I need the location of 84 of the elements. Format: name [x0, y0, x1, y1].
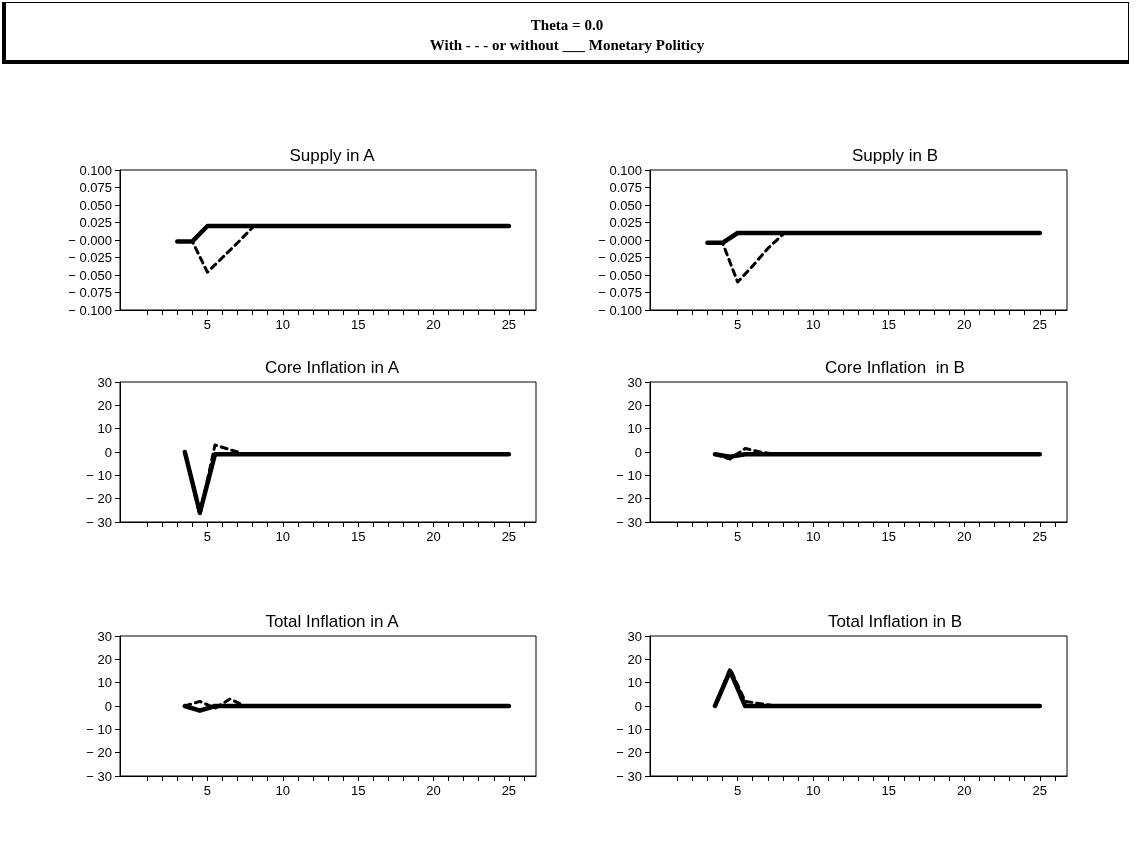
- x-tick-label: 10: [275, 783, 291, 798]
- x-tick-label: 25: [501, 317, 517, 332]
- x-tick-label: 15: [350, 783, 366, 798]
- y-tick-label: 0.025: [79, 215, 112, 230]
- y-tick-label: − 0.000: [598, 232, 642, 248]
- y-tick-label: − 30: [86, 514, 112, 530]
- x-tick-label: 20: [957, 317, 972, 332]
- x-tick-label: 20: [957, 529, 972, 544]
- x-tick-label: 5: [734, 783, 742, 798]
- y-tick-label: − 0.100: [598, 302, 642, 318]
- y-tick-label: 20: [97, 397, 112, 413]
- y-tick-label: − 0.050: [68, 267, 112, 283]
- x-tick-label: 20: [426, 783, 441, 798]
- y-tick-label: 10: [627, 675, 642, 691]
- y-tick-label: − 0.050: [598, 267, 642, 283]
- y-tick-label: 20: [97, 651, 112, 667]
- x-tick-label: 10: [275, 317, 291, 332]
- chart-title: Total Inflation in B: [827, 612, 963, 631]
- x-tick-label: 25: [1032, 529, 1048, 544]
- y-tick-label: − 10: [616, 467, 642, 483]
- x-tick-label: 15: [881, 529, 896, 544]
- x-tick-label: 25: [1032, 783, 1048, 798]
- text: Theta = 0.0: [529, 16, 605, 35]
- chart-title: Core Inflation in B: [825, 358, 965, 377]
- chart-title: Supply in B: [852, 146, 938, 165]
- x-tick-label: 20: [426, 317, 441, 332]
- y-tick-label: − 10: [86, 721, 112, 737]
- text: With - - - or without ___ Monetary Politicy: [428, 36, 706, 55]
- chart-title: Supply in A: [289, 146, 376, 165]
- y-tick-label: − 0.075: [598, 285, 642, 300]
- x-tick-label: 15: [881, 783, 896, 798]
- y-tick-label: − 30: [86, 768, 112, 784]
- x-tick-label: 15: [881, 317, 896, 332]
- y-tick-label: 10: [97, 675, 112, 691]
- x-tick-label: 25: [501, 529, 517, 544]
- y-tick-label: − 30: [616, 768, 642, 784]
- x-tick-label: 10: [275, 529, 291, 544]
- x-tick-label: 5: [734, 529, 742, 544]
- chart-title: Total Inflation in A: [265, 612, 400, 631]
- y-tick-label: 0.025: [609, 215, 642, 230]
- y-tick-label: 10: [627, 421, 642, 437]
- y-tick-label: − 0.025: [598, 250, 642, 265]
- y-tick-label: − 0.100: [68, 302, 112, 318]
- x-tick-label: 20: [957, 783, 972, 798]
- y-tick-label: − 20: [86, 745, 112, 761]
- y-tick-label: 30: [97, 628, 112, 644]
- y-tick-label: 30: [627, 628, 642, 644]
- y-tick-label: 0: [634, 698, 642, 714]
- x-tick-label: 25: [1032, 317, 1048, 332]
- y-tick-label: − 0.000: [68, 232, 112, 248]
- y-tick-label: − 0.025: [68, 250, 112, 265]
- y-tick-label: − 20: [86, 491, 112, 507]
- chart-title: Core Inflation in A: [264, 358, 400, 377]
- x-tick-label: 10: [805, 783, 821, 798]
- y-tick-label: − 20: [616, 491, 642, 507]
- y-tick-label: − 20: [616, 745, 642, 761]
- x-tick-label: 15: [350, 317, 366, 332]
- x-tick-label: 5: [203, 529, 212, 544]
- y-tick-label: 30: [97, 374, 112, 390]
- y-tick-label: − 0.075: [68, 285, 112, 300]
- y-tick-label: 0: [104, 444, 112, 460]
- y-tick-label: 10: [97, 421, 112, 437]
- x-tick-label: 5: [203, 317, 212, 332]
- y-tick-label: 0.075: [609, 180, 642, 195]
- y-tick-label: 0.050: [609, 197, 642, 213]
- y-tick-label: 0: [634, 444, 642, 460]
- y-tick-label: − 10: [616, 721, 642, 737]
- y-tick-label: − 30: [616, 514, 642, 530]
- y-tick-label: 0: [104, 698, 112, 714]
- y-tick-label: 0.075: [79, 180, 112, 195]
- x-tick-label: 5: [203, 783, 212, 798]
- y-tick-label: − 10: [86, 467, 112, 483]
- y-tick-label: 0.100: [609, 162, 642, 178]
- y-tick-label: 30: [627, 374, 642, 390]
- y-tick-label: 0.100: [79, 162, 112, 178]
- x-tick-label: 5: [734, 317, 742, 332]
- y-tick-label: 0.050: [79, 197, 112, 213]
- x-tick-label: 10: [805, 317, 821, 332]
- x-tick-label: 20: [426, 529, 441, 544]
- y-tick-label: 20: [627, 651, 642, 667]
- x-tick-label: 25: [501, 783, 517, 798]
- x-tick-label: 15: [350, 529, 366, 544]
- x-tick-label: 10: [805, 529, 821, 544]
- y-tick-label: 20: [627, 397, 642, 413]
